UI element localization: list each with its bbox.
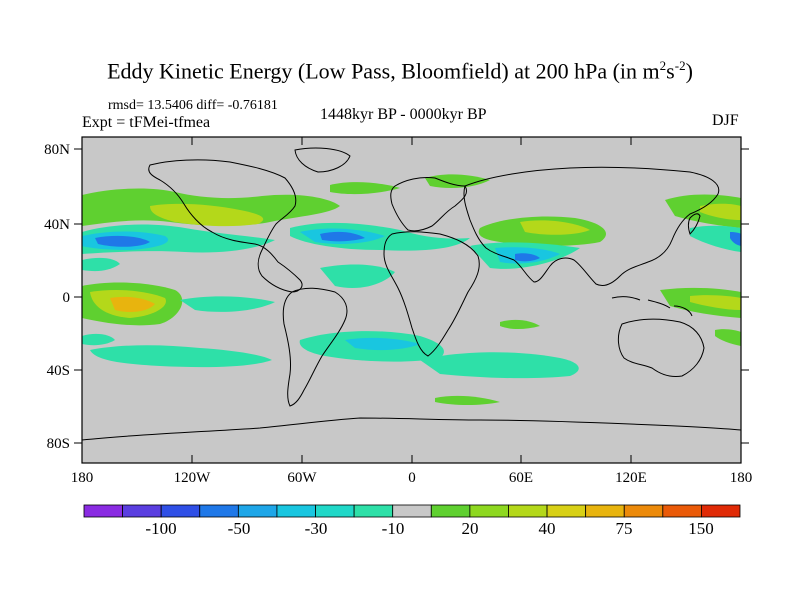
lon-label-120w: 120W — [174, 470, 212, 486]
coast-japan — [688, 213, 701, 235]
field-w-pacific-teal — [690, 225, 741, 252]
field-w-pacific-blue — [730, 232, 741, 246]
lon-label-0: 0 — [408, 470, 416, 486]
colorbar-swatch — [585, 504, 625, 518]
map-frame — [74, 136, 749, 464]
colorbar-swatch — [353, 504, 394, 518]
latitude-labels: 80N 40N 0 40S 80S — [44, 142, 70, 452]
lat-label-40s: 40S — [47, 363, 70, 379]
colorbar-swatch — [160, 504, 201, 518]
colorbar-label: -30 — [305, 519, 328, 538]
field-se-pacific-teal — [180, 296, 275, 312]
lon-label-120e: 120E — [615, 470, 647, 486]
coast-asia — [463, 166, 720, 287]
field-europe-green — [425, 174, 490, 188]
colorbar-swatch — [315, 504, 355, 518]
positive-anomalies — [82, 174, 741, 405]
lon-label-60e: 60E — [509, 470, 533, 486]
field-atlantic-blue — [320, 231, 365, 242]
field-s-atlantic-green — [435, 395, 500, 405]
field-tropic-yellow — [690, 295, 741, 310]
field-c-pacific-orange — [110, 296, 155, 312]
colorbar-swatch — [276, 504, 316, 518]
lon-label-180e: 180 — [730, 470, 753, 486]
field-s-atlantic-cyan — [345, 337, 420, 351]
negative-anomalies — [82, 222, 741, 379]
coast-africa — [383, 231, 480, 357]
coast-greenland — [294, 147, 351, 173]
coast-europe — [390, 177, 468, 232]
colorbar-label: -50 — [228, 519, 251, 538]
season-label: DJF — [712, 112, 739, 129]
lat-label-40n: 40N — [44, 217, 70, 233]
colorbar-swatch — [662, 504, 702, 518]
coast-south-america — [282, 287, 348, 407]
field-se-pacific-green — [715, 329, 741, 346]
colorbar-label: 20 — [462, 519, 479, 538]
lon-label-60w: 60W — [287, 470, 317, 486]
colorbar-swatch — [199, 504, 239, 518]
lon-label-180w: 180 — [71, 470, 94, 486]
colorbar-swatch — [508, 504, 548, 518]
field-n-atlantic-green — [330, 182, 400, 195]
experiment-label: Expt = tFMei-tfmea — [82, 114, 211, 131]
lat-label-80s: 80S — [47, 436, 70, 452]
colorbar-label: -100 — [145, 519, 176, 538]
colorbar-swatch — [237, 504, 278, 518]
field-e-pacific-teal — [82, 257, 120, 272]
longitude-labels: 180 120W 60W 0 60E 120E 180 — [71, 470, 753, 486]
colorbar-label: -10 — [382, 519, 405, 538]
lon-ticks — [81, 137, 742, 463]
colorbar-swatch — [392, 504, 432, 518]
field-n-pacific-yellow — [150, 203, 264, 227]
field-s-indian-green — [500, 319, 540, 329]
field-s-pacific-teal-2 — [82, 333, 115, 346]
colorbar-swatch — [546, 504, 587, 518]
field-n-pacific-blue — [95, 235, 150, 247]
stats-label: rmsd= 13.5406 diff= -0.76181 — [108, 98, 278, 113]
field-s-indian-teal — [420, 352, 579, 379]
coast-australia — [617, 318, 705, 377]
eke-field — [82, 147, 741, 441]
colorbar-swatch — [701, 504, 741, 518]
colorbar-swatch — [83, 504, 123, 518]
field-trop-atlantic-teal — [320, 264, 395, 289]
lat-label-80n: 80N — [44, 142, 70, 158]
colorbar-label: 40 — [539, 519, 556, 538]
colorbar-swatch — [122, 504, 162, 518]
lat-label-0: 0 — [63, 290, 71, 306]
colorbar-labels: -100 -50 -30 -10 20 40 75 150 — [145, 519, 713, 538]
colorbar-label: 150 — [688, 519, 714, 538]
field-nw-pacific-yellow — [700, 203, 741, 220]
colorbar-swatch — [430, 504, 471, 518]
colorbar-label: 75 — [616, 519, 633, 538]
coastlines — [82, 147, 741, 441]
colorbar-swatch — [469, 504, 509, 518]
coast-antarctica — [82, 417, 741, 441]
coast-indonesia — [611, 296, 693, 317]
colorbar-swatch — [623, 504, 664, 518]
lat-ticks — [74, 148, 749, 444]
field-s-pacific-teal — [90, 345, 272, 368]
colorbar — [83, 504, 741, 518]
map-title: Eddy Kinetic Energy (Low Pass, Bloomfiel… — [107, 58, 693, 84]
field-asia-yellow — [520, 220, 590, 235]
period-label: 1448kyr BP - 0000kyr BP — [320, 106, 487, 123]
field-arabia-blue — [515, 253, 540, 262]
